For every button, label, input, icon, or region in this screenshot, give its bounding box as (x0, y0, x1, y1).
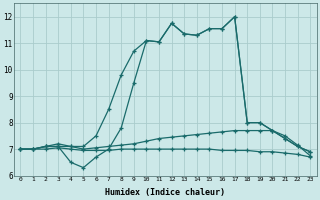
X-axis label: Humidex (Indice chaleur): Humidex (Indice chaleur) (105, 188, 225, 197)
